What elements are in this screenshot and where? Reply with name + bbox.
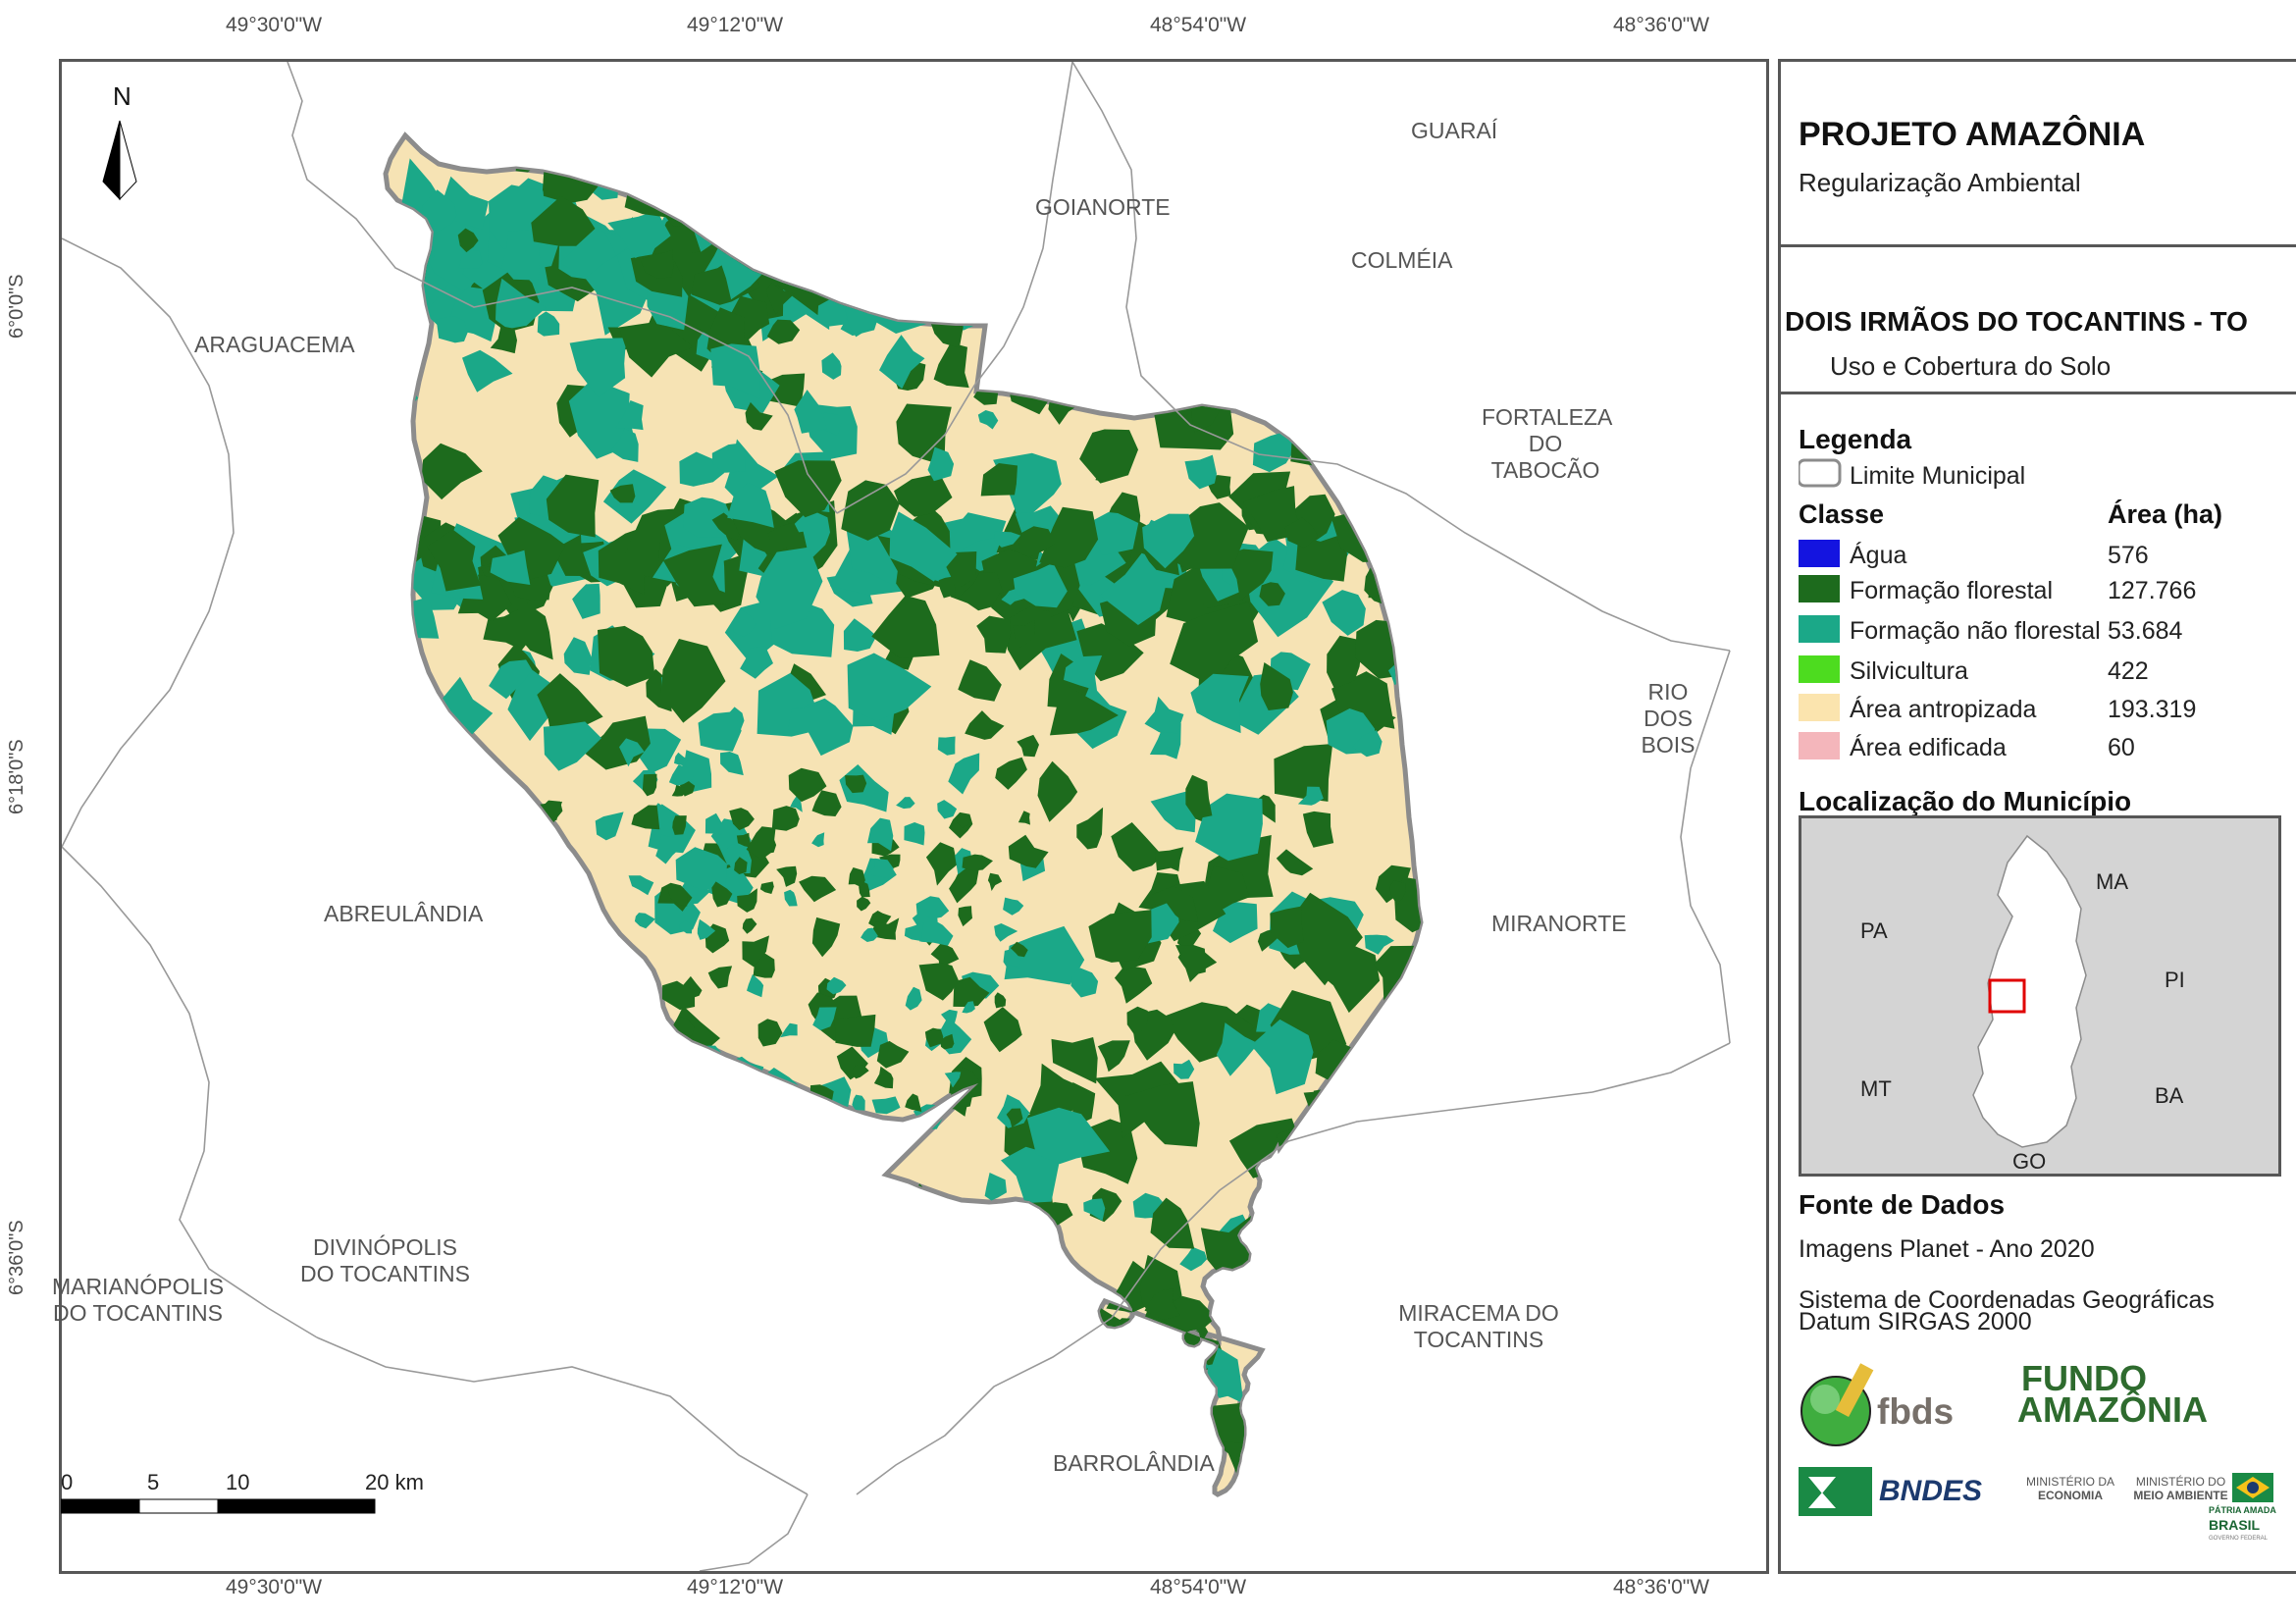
svg-text:10: 10 [226, 1472, 249, 1494]
svg-text:20 km: 20 km [365, 1472, 424, 1494]
svg-text:5: 5 [147, 1472, 159, 1494]
svg-text:0: 0 [61, 1472, 73, 1494]
svg-text:GO: GO [2012, 1149, 2046, 1174]
svg-text:MA: MA [2096, 869, 2128, 894]
svg-text:MT: MT [1860, 1076, 1892, 1101]
svg-text:N: N [113, 83, 131, 111]
svg-text:PA: PA [1860, 918, 1888, 943]
svg-text:fbds: fbds [1877, 1391, 1954, 1432]
svg-text:BA: BA [2155, 1083, 2184, 1108]
svg-text:PI: PI [2165, 968, 2185, 992]
